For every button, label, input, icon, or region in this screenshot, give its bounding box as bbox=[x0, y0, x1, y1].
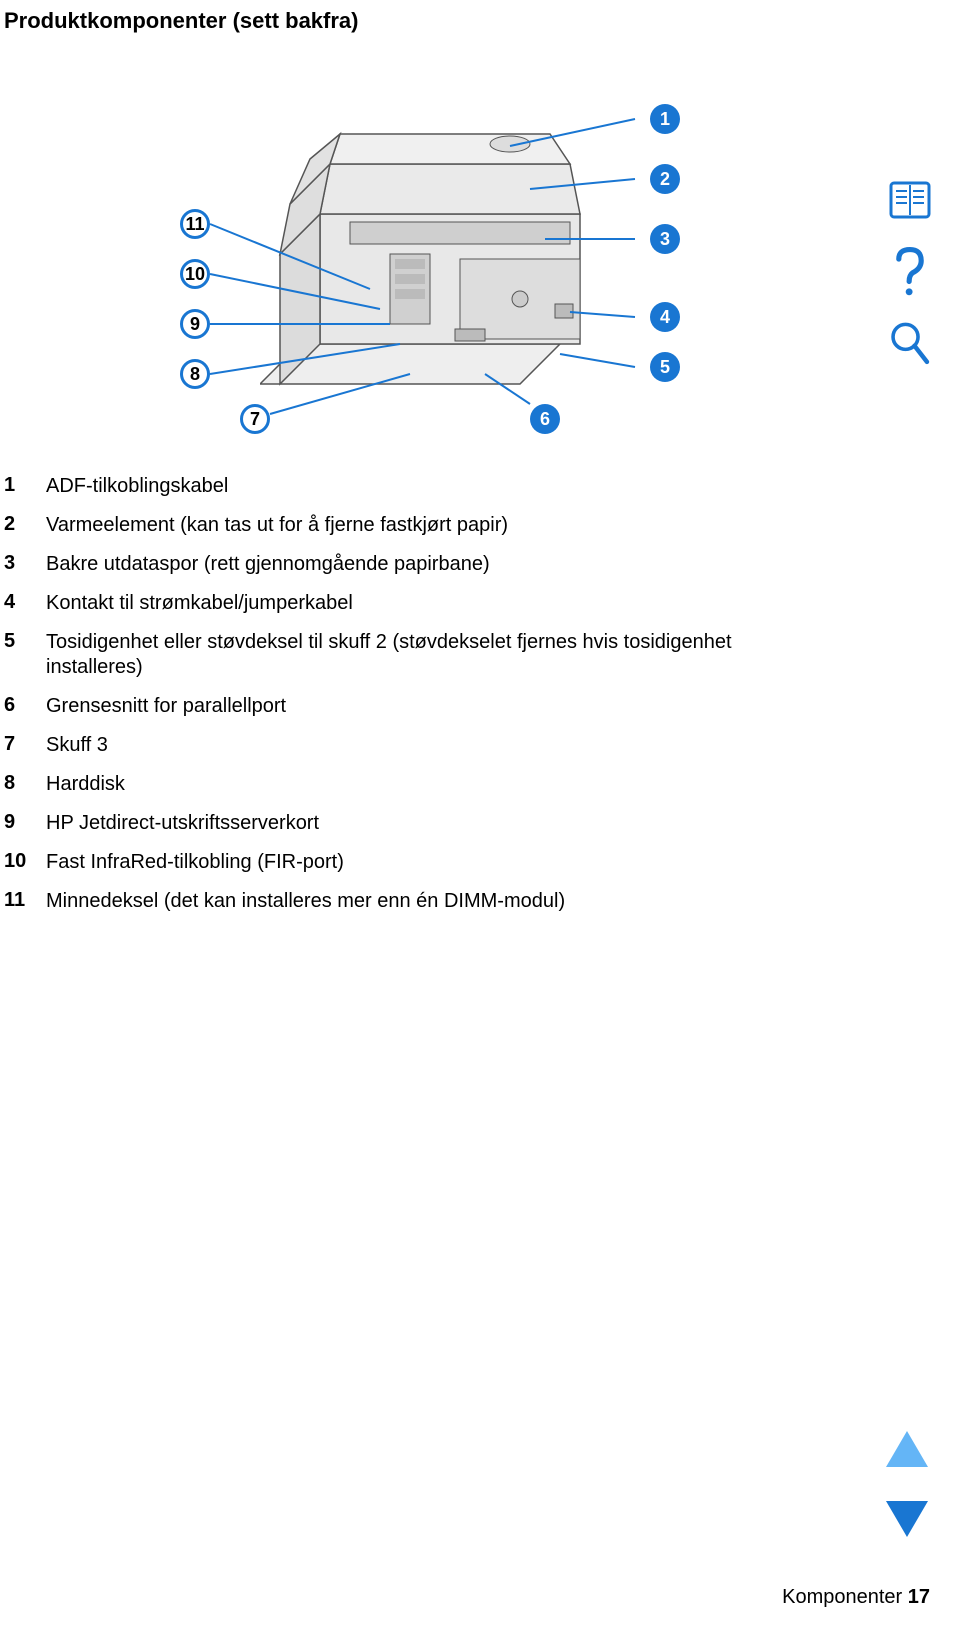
footer-section-label: Komponenter bbox=[782, 1586, 902, 1608]
help-icon[interactable] bbox=[885, 247, 935, 297]
list-item-number: 1 bbox=[4, 474, 46, 497]
list-item: 8Harddisk bbox=[4, 772, 784, 797]
list-item-number: 6 bbox=[4, 694, 46, 717]
list-item-number: 2 bbox=[4, 513, 46, 536]
page-down-button[interactable] bbox=[884, 1499, 930, 1539]
book-icon[interactable] bbox=[885, 175, 935, 225]
list-item: 2Varmeelement (kan tas ut for å fjerne f… bbox=[4, 513, 784, 538]
list-item: 3Bakre utdataspor (rett gjennomgående pa… bbox=[4, 552, 784, 577]
callout-7: 7 bbox=[240, 404, 270, 434]
page-nav bbox=[884, 1429, 930, 1539]
list-item-number: 7 bbox=[4, 733, 46, 756]
list-item-text: Skuff 3 bbox=[46, 733, 108, 758]
list-item-text: ADF-tilkoblingskabel bbox=[46, 474, 228, 499]
callout-5: 5 bbox=[650, 352, 680, 382]
list-item-text: Kontakt til strømkabel/jumperkabel bbox=[46, 591, 353, 616]
list-item-text: Minnedeksel (det kan installeres mer enn… bbox=[46, 889, 565, 914]
search-icon[interactable] bbox=[885, 319, 935, 369]
component-list: 1ADF-tilkoblingskabel2Varmeelement (kan … bbox=[4, 474, 784, 914]
list-item-number: 4 bbox=[4, 591, 46, 614]
list-item-number: 9 bbox=[4, 811, 46, 834]
list-item: 4Kontakt til strømkabel/jumperkabel bbox=[4, 591, 784, 616]
list-item-number: 5 bbox=[4, 630, 46, 653]
list-item: 10Fast InfraRed-tilkobling (FIR-port) bbox=[4, 850, 784, 875]
list-item-text: Grensesnitt for parallellport bbox=[46, 694, 286, 719]
list-item-number: 3 bbox=[4, 552, 46, 575]
sidebar bbox=[880, 175, 940, 369]
page-up-button[interactable] bbox=[884, 1429, 930, 1469]
callout-2: 2 bbox=[650, 164, 680, 194]
callout-1: 1 bbox=[650, 104, 680, 134]
list-item-text: Tosidigenhet eller støvdeksel til skuff … bbox=[46, 630, 784, 680]
printer-illustration bbox=[260, 104, 620, 394]
callout-11: 11 bbox=[180, 209, 210, 239]
list-item: 7Skuff 3 bbox=[4, 733, 784, 758]
callout-6: 6 bbox=[530, 404, 560, 434]
list-item: 9HP Jetdirect-utskriftsserverkort bbox=[4, 811, 784, 836]
list-item-number: 11 bbox=[4, 889, 46, 912]
diagram: 1 2 3 4 5 6 11 10 9 87 bbox=[30, 54, 810, 464]
list-item-text: Varmeelement (kan tas ut for å fjerne fa… bbox=[46, 513, 508, 538]
callout-9: 9 bbox=[180, 309, 210, 339]
callout-4: 4 bbox=[650, 302, 680, 332]
list-item-text: HP Jetdirect-utskriftsserverkort bbox=[46, 811, 319, 836]
list-item: 6Grensesnitt for parallellport bbox=[4, 694, 784, 719]
page-title: Produktkomponenter (sett bakfra) bbox=[0, 0, 960, 34]
list-item-text: Fast InfraRed-tilkobling (FIR-port) bbox=[46, 850, 344, 875]
list-item: 5Tosidigenhet eller støvdeksel til skuff… bbox=[4, 630, 784, 680]
list-item-number: 8 bbox=[4, 772, 46, 795]
callout-8: 8 bbox=[180, 359, 210, 389]
list-item-text: Bakre utdataspor (rett gjennomgående pap… bbox=[46, 552, 490, 577]
list-item-number: 10 bbox=[4, 850, 46, 873]
callout-10: 10 bbox=[180, 259, 210, 289]
list-item-text: Harddisk bbox=[46, 772, 125, 797]
list-item: 1ADF-tilkoblingskabel bbox=[4, 474, 784, 499]
page-footer: Komponenter 17 bbox=[782, 1586, 930, 1609]
footer-page-number: 17 bbox=[908, 1586, 930, 1608]
list-item: 11Minnedeksel (det kan installeres mer e… bbox=[4, 889, 784, 914]
callout-3: 3 bbox=[650, 224, 680, 254]
